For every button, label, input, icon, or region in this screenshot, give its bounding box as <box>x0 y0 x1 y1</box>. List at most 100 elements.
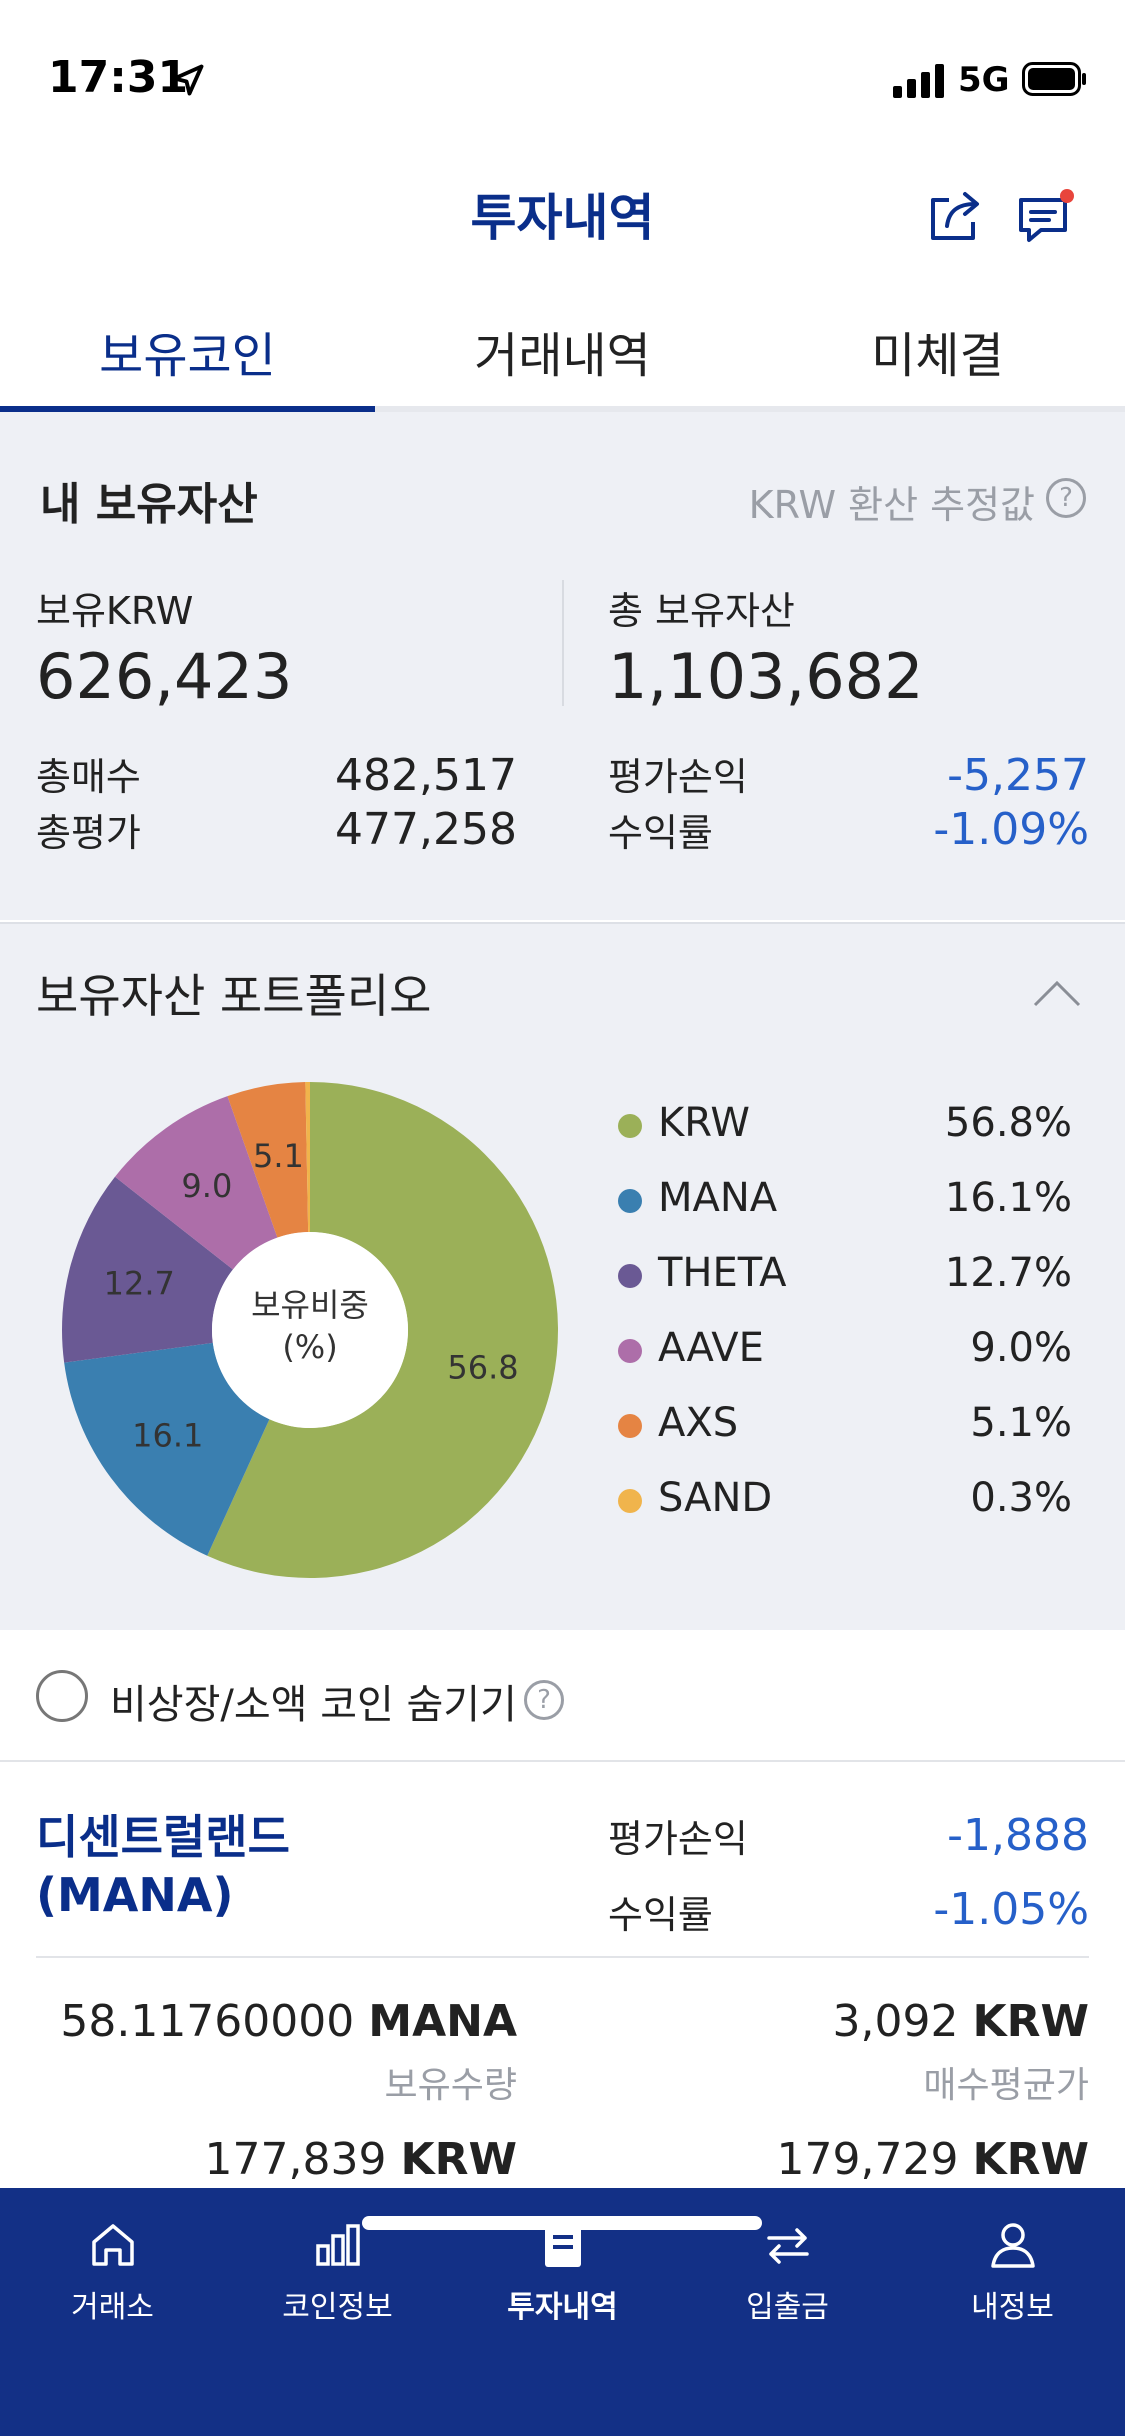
share-icon[interactable] <box>925 186 985 246</box>
total-eval-value: 477,258 <box>335 804 517 855</box>
portfolio-section: 보유자산 포트폴리오 56.8 16.1 12.7 9.0 5.1 보유비중 (%) K… <box>0 922 1125 1630</box>
coin-avg-price: 3,092 KRW <box>833 1996 1089 2047</box>
legend-percent: 12.7% <box>944 1250 1072 1296</box>
hide-small-coins-radio[interactable] <box>36 1670 88 1722</box>
legend-item-sand: SAND 0.3% <box>612 1469 1072 1544</box>
pie-slice-theta <box>61 1176 233 1363</box>
my-assets-section: 내 보유자산 KRW 환산 추정값 ? 보유KRW 626,423 총 보유자산… <box>0 412 1125 920</box>
nav-exchange-label: 거래소 <box>71 2290 154 2325</box>
signal-icon <box>893 64 944 98</box>
coin-eval-amount-value: 177,839 <box>204 2134 387 2185</box>
krw-label: 보유KRW <box>36 589 194 633</box>
donut-center <box>212 1232 408 1428</box>
portfolio-donut-chart: 56.8 16.1 12.7 9.0 5.1 보유비중 (%) <box>61 1082 558 1578</box>
hide-small-coins-row[interactable]: 비상장/소액 코인 숨기기 ? <box>0 1630 1125 1762</box>
total-assets-value: 1,103,682 <box>608 640 924 713</box>
pie-slice-sand <box>305 1082 310 1233</box>
pie-slice-krw <box>207 1082 558 1578</box>
legend-swatch <box>618 1489 642 1513</box>
pie-slice-aave <box>115 1096 278 1270</box>
legend-swatch <box>618 1264 642 1288</box>
assets-note: KRW 환산 추정값 <box>748 483 1035 527</box>
legend-item-theta: THETA 12.7% <box>612 1244 1072 1319</box>
legend-name: AAVE <box>658 1325 764 1371</box>
coin-name-symbol: (MANA) <box>36 1868 234 1922</box>
coin-rate-label: 수익률 <box>608 1893 713 1937</box>
nav-investments-label: 투자내역 <box>507 2290 618 2325</box>
tab-bar: 보유코인 거래내역 미체결 <box>0 300 1125 412</box>
bottom-nav: 거래소 코인정보 투자내역 입출금 내정보 <box>0 2188 1125 2436</box>
legend-percent: 16.1% <box>944 1175 1072 1221</box>
pnl-label: 평가손익 <box>608 755 748 799</box>
legend-percent: 5.1% <box>970 1400 1072 1446</box>
network-type: 5G <box>958 60 1010 100</box>
coin-quantity-value: 58.11760000 <box>60 1996 355 2047</box>
tab-holdings[interactable]: 보유코인 <box>99 328 276 384</box>
nav-exchange[interactable]: 거래소 <box>0 2208 225 2328</box>
coin-quantity-label: 보유수량 <box>384 2065 517 2106</box>
donut-center-label: 보유비중 <box>251 1286 369 1324</box>
donut-center-unit: (%) <box>282 1328 337 1366</box>
nav-investments[interactable]: 투자내역 <box>450 2208 675 2328</box>
legend-item-krw: KRW 56.8% <box>612 1094 1072 1169</box>
nav-deposit-withdraw-label: 입출금 <box>746 2290 829 2325</box>
slice-label-krw: 56.8 <box>447 1349 518 1387</box>
pie-slice-mana <box>64 1342 270 1556</box>
slice-label-theta: 12.7 <box>104 1264 175 1302</box>
coin-divider <box>36 1956 1089 1958</box>
coin-rate-value: -1.05% <box>933 1884 1089 1935</box>
legend-item-mana: MANA 16.1% <box>612 1169 1072 1244</box>
page-title: 투자내역 <box>470 189 655 247</box>
assets-divider <box>562 580 564 706</box>
document-icon <box>544 2223 581 2267</box>
legend-swatch <box>618 1339 642 1363</box>
coin-avg-price-label: 매수평균가 <box>923 2065 1089 2106</box>
total-eval-label: 총평가 <box>36 811 141 855</box>
chat-icon[interactable] <box>1015 188 1077 248</box>
coin-buy-amount: 179,729 KRW <box>777 2134 1089 2185</box>
legend-percent: 9.0% <box>970 1325 1072 1371</box>
tab-transactions[interactable]: 거래내역 <box>474 328 651 384</box>
legend-item-aave: AAVE 9.0% <box>612 1319 1072 1394</box>
total-buy-label: 총매수 <box>36 755 141 799</box>
legend-swatch <box>618 1189 642 1213</box>
location-arrow-icon <box>172 64 204 96</box>
legend-percent: 0.3% <box>970 1475 1072 1521</box>
coin-avg-price-unit: KRW <box>972 1996 1089 2047</box>
rate-value: -1.09% <box>933 804 1089 855</box>
slice-label-axs: 5.1 <box>253 1137 304 1175</box>
transfer-icon <box>766 2228 809 2264</box>
legend-item-axs: AXS 5.1% <box>612 1394 1072 1469</box>
coin-name-korean: 디센트럴랜드 <box>36 1810 290 1864</box>
active-tab-indicator <box>0 406 375 412</box>
legend-name: SAND <box>658 1475 773 1521</box>
coin-name[interactable]: 디센트럴랜드 (MANA) <box>36 1808 336 1924</box>
rate-label: 수익률 <box>608 811 713 855</box>
coin-quantity: 58.11760000 MANA <box>60 1996 517 2047</box>
total-assets-label: 총 보유자산 <box>608 589 795 633</box>
nav-deposit-withdraw[interactable]: 입출금 <box>675 2208 900 2328</box>
person-icon <box>990 2223 1035 2268</box>
pnl-value: -5,257 <box>947 750 1089 801</box>
total-buy-value: 482,517 <box>335 750 517 801</box>
coin-pnl-label: 평가손익 <box>608 1817 748 1861</box>
help-icon[interactable]: ? <box>1046 478 1086 518</box>
tab-pending[interactable]: 미체결 <box>871 328 1004 384</box>
help-icon[interactable]: ? <box>524 1680 564 1720</box>
nav-my-info[interactable]: 내정보 <box>900 2208 1125 2328</box>
slice-label-aave: 9.0 <box>181 1167 232 1205</box>
portfolio-legend: KRW 56.8% MANA 16.1% THETA 12.7% AAVE 9.0% AXS 5.… <box>612 1094 1072 1544</box>
hide-small-coins-label: 비상장/소액 코인 숨기기 <box>110 1682 517 1728</box>
home-icon <box>91 2224 134 2266</box>
legend-name: AXS <box>658 1400 739 1446</box>
legend-name: KRW <box>658 1100 750 1146</box>
nav-my-info-label: 내정보 <box>971 2290 1054 2325</box>
coin-quantity-unit: MANA <box>368 1996 517 2047</box>
bar-chart-icon <box>315 2224 360 2266</box>
krw-value: 626,423 <box>36 640 293 713</box>
nav-coin-info[interactable]: 코인정보 <box>225 2208 450 2328</box>
portfolio-title: 보유자산 포트폴리오 <box>36 969 432 1023</box>
legend-percent: 56.8% <box>944 1100 1072 1146</box>
coin-eval-amount-unit: KRW <box>400 2134 517 2185</box>
chevron-up-icon[interactable] <box>1032 978 1082 1008</box>
